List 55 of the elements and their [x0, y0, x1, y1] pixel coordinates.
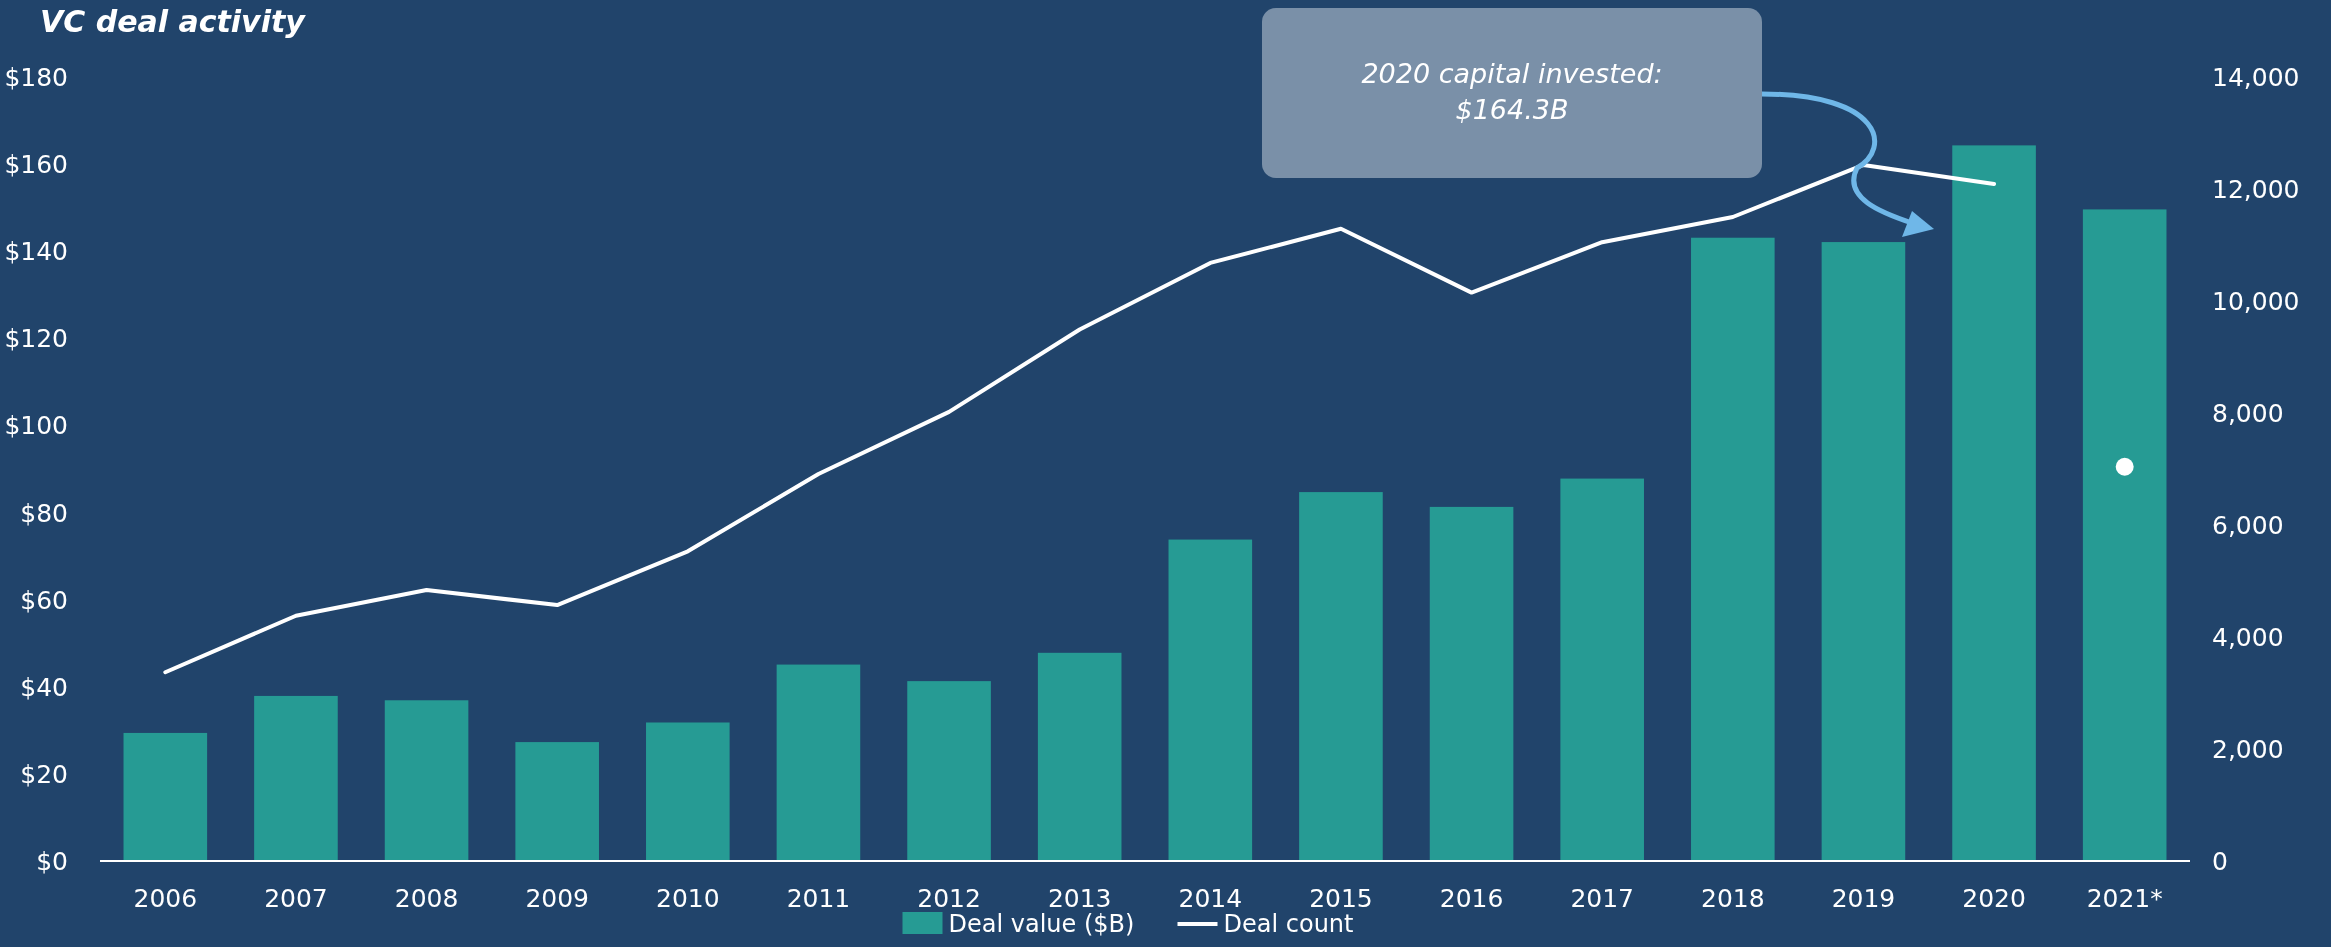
bar — [1037, 652, 1122, 861]
y-tick-label: $100 — [4, 411, 68, 441]
y-tick-label: $20 — [20, 759, 68, 789]
y2-tick-label: 2,000 — [2212, 735, 2284, 764]
bar — [646, 722, 730, 861]
y2-tick-label: 6,000 — [2212, 511, 2284, 540]
x-tick-label: 2010 — [656, 884, 720, 913]
x-tick-label: 2017 — [1570, 884, 1634, 913]
legend-label: Deal value ($B) — [948, 910, 1135, 938]
x-tick-label: 2007 — [264, 884, 328, 913]
bar — [1691, 237, 1775, 861]
x-tick-label: 2019 — [1831, 884, 1896, 913]
annotation: 2020 capital invested: $164.3B — [1361, 58, 1663, 125]
x-tick-label: 2016 — [1439, 884, 1504, 913]
y-tick-label: $60 — [20, 585, 68, 615]
x-tick-label: 2011 — [786, 884, 851, 913]
bar — [515, 742, 599, 861]
x-tick-label: 2009 — [525, 884, 589, 913]
y2-tick-label: 14,000 — [2212, 63, 2300, 92]
y-tick-label: $80 — [20, 498, 68, 528]
x-tick-label: 2020 — [1962, 884, 2026, 913]
bar — [1821, 242, 1906, 861]
bar — [1429, 506, 1514, 861]
y-tick-label: $120 — [4, 324, 68, 354]
bar — [254, 695, 338, 861]
bar — [1952, 145, 2036, 861]
chart-title: VC deal activity — [40, 4, 307, 39]
legend-label: Deal count — [1223, 910, 1354, 938]
y2-tick-label: 12,000 — [2212, 175, 2300, 204]
y2-tick-label: 4,000 — [2212, 623, 2284, 652]
y-tick-label: $180 — [4, 63, 68, 92]
y-tick-label: $40 — [20, 672, 68, 702]
x-tick-label: 2012 — [917, 884, 981, 913]
bar — [1168, 539, 1253, 861]
bar — [2082, 209, 2167, 861]
bar — [907, 681, 991, 861]
x-tick-label: 2006 — [133, 884, 198, 913]
y-tick-label: $140 — [4, 237, 68, 267]
bar — [384, 700, 469, 861]
bar — [1299, 492, 1383, 861]
y-tick-label: $160 — [4, 150, 68, 180]
y2-tick-label: 8,000 — [2212, 399, 2284, 428]
bar — [123, 732, 208, 861]
x-tick-label: 2021* — [2086, 884, 2163, 913]
bar — [1560, 478, 1644, 861]
y2-tick-label: 10,000 — [2212, 287, 2300, 316]
bar — [776, 664, 861, 861]
x-tick-label: 2014 — [1178, 884, 1243, 913]
y2-tick-label: 0 — [2212, 847, 2228, 876]
x-tick-label: 2018 — [1701, 884, 1765, 913]
x-tick-label: 2008 — [394, 884, 459, 913]
x-tick-label: 2013 — [1047, 884, 1112, 913]
y-tick-label: $0 — [36, 847, 68, 876]
x-tick-label: 2015 — [1309, 884, 1373, 913]
line-series — [163, 162, 1997, 675]
